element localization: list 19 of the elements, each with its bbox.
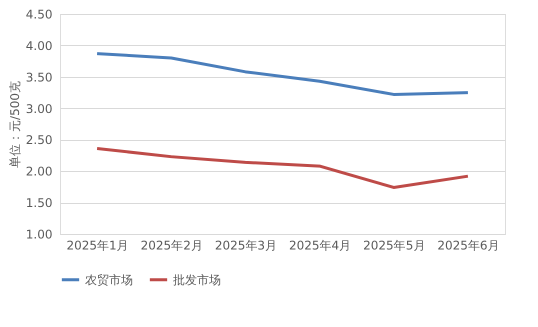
legend-label: 批发市场 bbox=[173, 272, 221, 287]
x-tick-label: 2025年4月 bbox=[288, 238, 352, 252]
x-tick-label: 2025年3月 bbox=[214, 238, 278, 252]
y-tick-label: 2.50 bbox=[26, 133, 52, 148]
y-tick-label: 1.50 bbox=[26, 196, 52, 210]
line-series bbox=[96, 147, 470, 189]
y-tick-label: 4.00 bbox=[26, 38, 52, 53]
legend-label: 农贸市场 bbox=[85, 272, 133, 287]
y-axis-title: 单位：元/500克 bbox=[8, 81, 22, 168]
x-tick-label: 2025年6月 bbox=[437, 238, 500, 252]
x-tick-label: 2025年1月 bbox=[66, 238, 129, 252]
y-tick-label: 4.50 bbox=[26, 8, 52, 22]
y-tick-label: 1.00 bbox=[26, 228, 52, 242]
x-tick-label: 2025年5月 bbox=[363, 238, 426, 252]
y-tick-label: 3.00 bbox=[26, 102, 52, 116]
line-series bbox=[96, 52, 470, 96]
x-tick-label: 2025年2月 bbox=[140, 238, 203, 252]
y-tick-label: 3.50 bbox=[26, 70, 52, 84]
y-tick-label: 2.00 bbox=[26, 164, 52, 179]
